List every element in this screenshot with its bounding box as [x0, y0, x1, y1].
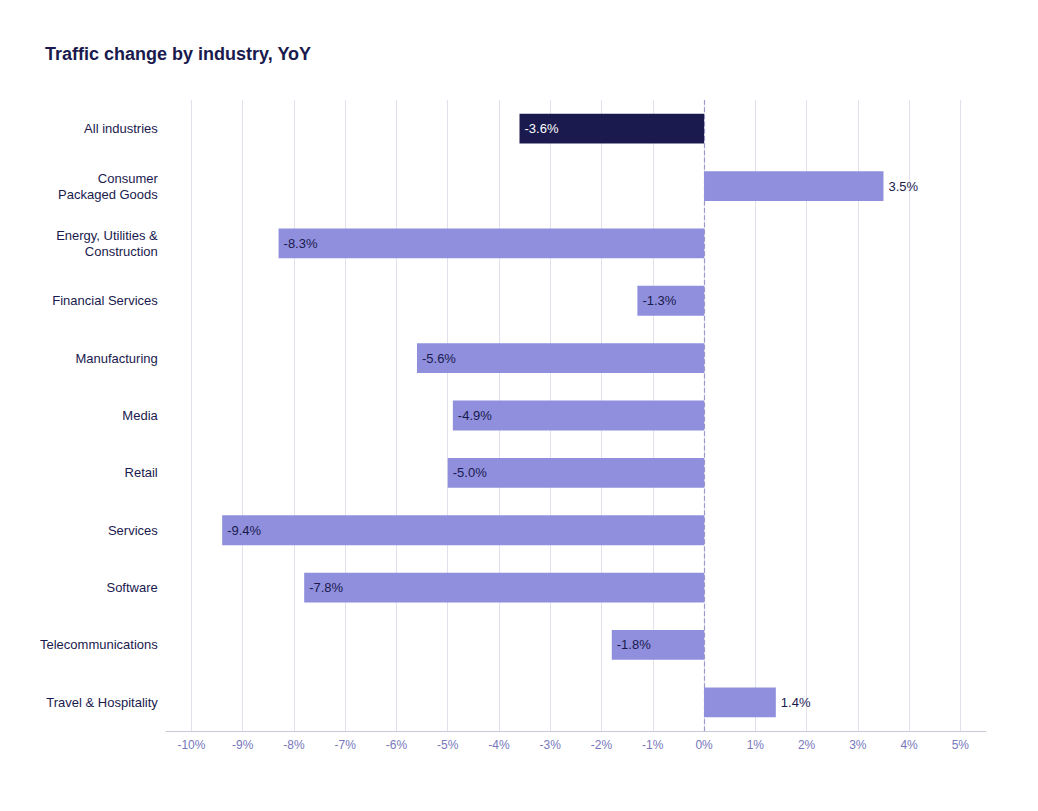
svg-text:-6%: -6%: [386, 738, 408, 752]
svg-text:Financial Services: Financial Services: [52, 293, 158, 308]
svg-text:-4.9%: -4.9%: [458, 408, 492, 423]
svg-text:3.5%: 3.5%: [888, 179, 918, 194]
svg-text:-5%: -5%: [437, 738, 459, 752]
svg-text:-7%: -7%: [335, 738, 357, 752]
svg-text:4%: 4%: [900, 738, 918, 752]
svg-text:Travel & Hospitality: Travel & Hospitality: [46, 695, 158, 710]
svg-text:Construction: Construction: [85, 244, 158, 259]
svg-text:-3%: -3%: [540, 738, 562, 752]
svg-text:Traffic change by industry, Yo: Traffic change by industry, YoY: [45, 44, 311, 64]
svg-text:Retail: Retail: [125, 465, 158, 480]
svg-text:Telecommunications: Telecommunications: [40, 637, 158, 652]
svg-text:All industries: All industries: [84, 121, 158, 136]
svg-text:Services: Services: [108, 523, 158, 538]
svg-text:-8%: -8%: [283, 738, 305, 752]
svg-text:-9.4%: -9.4%: [227, 523, 261, 538]
svg-text:-5.6%: -5.6%: [422, 351, 456, 366]
svg-text:-3.6%: -3.6%: [524, 121, 558, 136]
svg-text:-8.3%: -8.3%: [284, 236, 318, 251]
svg-text:1.4%: 1.4%: [781, 695, 811, 710]
svg-text:Consumer: Consumer: [98, 171, 159, 186]
svg-text:Software: Software: [106, 580, 157, 595]
svg-text:2%: 2%: [798, 738, 816, 752]
svg-text:5%: 5%: [952, 738, 970, 752]
svg-text:0%: 0%: [695, 738, 713, 752]
svg-text:-7.8%: -7.8%: [309, 580, 343, 595]
svg-text:-2%: -2%: [591, 738, 613, 752]
svg-text:Energy, Utilities &: Energy, Utilities &: [56, 228, 158, 243]
svg-text:-1.8%: -1.8%: [617, 637, 651, 652]
svg-text:-9%: -9%: [232, 738, 254, 752]
svg-text:1%: 1%: [747, 738, 765, 752]
svg-text:3%: 3%: [849, 738, 867, 752]
svg-text:Media: Media: [122, 408, 158, 423]
svg-text:-5.0%: -5.0%: [453, 465, 487, 480]
svg-text:-10%: -10%: [177, 738, 205, 752]
svg-text:-4%: -4%: [488, 738, 510, 752]
svg-text:-1%: -1%: [642, 738, 664, 752]
svg-text:Manufacturing: Manufacturing: [75, 351, 157, 366]
svg-text:-1.3%: -1.3%: [642, 293, 676, 308]
svg-text:Packaged Goods: Packaged Goods: [58, 187, 158, 202]
